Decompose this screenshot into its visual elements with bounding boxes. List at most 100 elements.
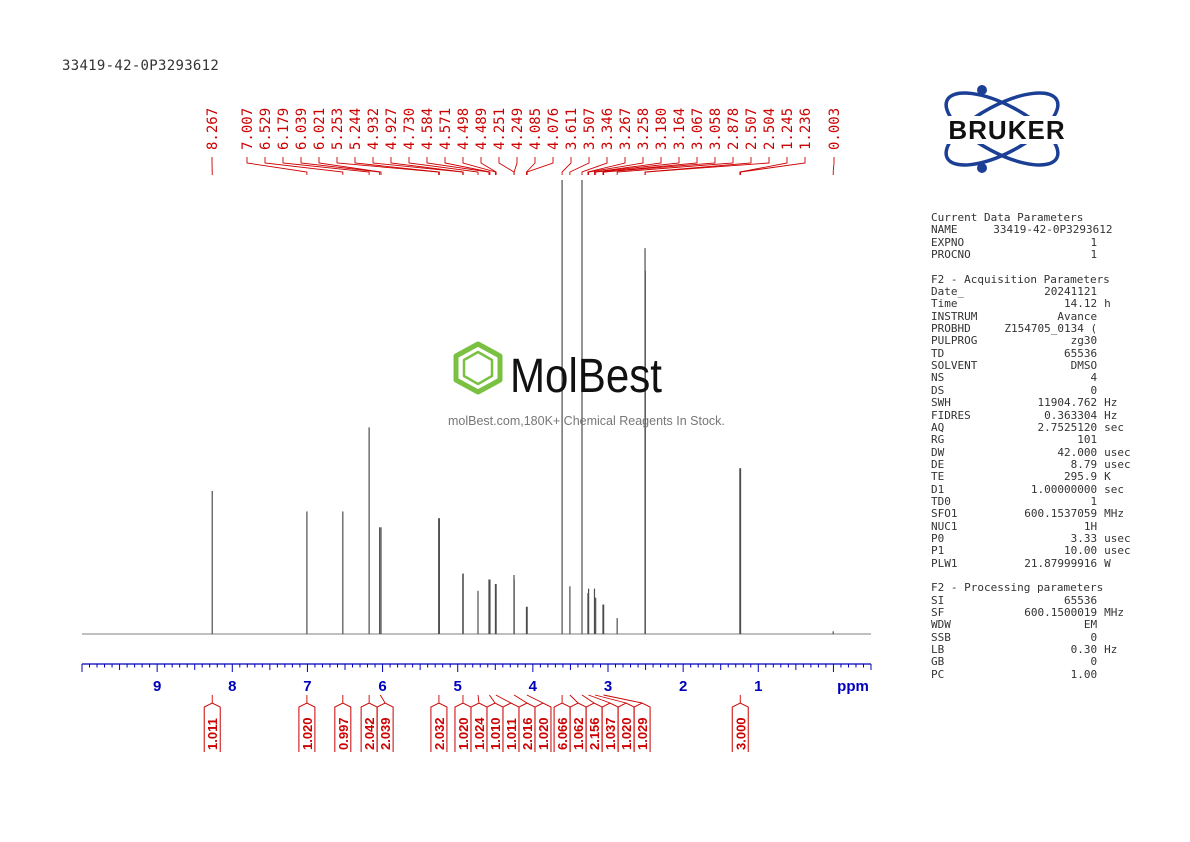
parameter-row: SI 65536	[931, 594, 1143, 607]
parameter-name: Date_	[931, 286, 965, 299]
parameter-row: EXPNO 1	[931, 236, 1143, 249]
integral-value: 0.997	[336, 717, 351, 750]
peak-label: 8.267	[205, 108, 221, 150]
peak-label-leader	[444, 157, 491, 175]
parameter-row: SWH 11904.762 Hz	[931, 396, 1143, 410]
parameter-unit: usec	[1104, 445, 1131, 459]
peak-label-leader	[300, 157, 381, 175]
parameter-value: 33419-42-0P3293612	[993, 223, 1113, 237]
peak-label-leader	[739, 157, 788, 175]
parameter-name: WDW	[931, 619, 951, 632]
peak-label-leader	[282, 157, 370, 175]
parameter-value: 11904.762	[1037, 396, 1098, 410]
parameter-unit: usec	[1104, 531, 1131, 545]
parameter-row: Time 14.12 h	[931, 297, 1143, 311]
parameter-name: P1	[931, 545, 945, 558]
peak-label: 3.346	[600, 108, 616, 150]
peak-label: 4.927	[384, 108, 400, 150]
peak-label-leader	[526, 157, 554, 175]
tick-label: 5	[454, 678, 462, 695]
parameter-block-title: F2 - Processing parameters	[931, 581, 1104, 595]
parameter-unit	[1097, 311, 1143, 323]
ppm-axis: 9 8 7 6 5 4 3 2 1 ppm	[81, 663, 872, 695]
tick-label: 8	[228, 678, 236, 695]
integral-value: 2.042	[362, 717, 377, 750]
parameter-value: 2.7525120	[1037, 420, 1098, 434]
parameter-name: LB	[931, 644, 945, 657]
peak-label: 2.878	[726, 108, 742, 150]
parameter-name: PROCNO	[931, 249, 971, 262]
integral-value: 1.020	[536, 717, 551, 750]
parameter-unit: usec	[1104, 457, 1131, 471]
parameter-unit	[1097, 249, 1143, 261]
peak-label-leader	[513, 157, 518, 175]
peak-label: 3.164	[672, 108, 688, 150]
parameter-unit	[1097, 360, 1143, 372]
peak-label: 3.258	[636, 108, 652, 150]
peak-label: 7.007	[240, 108, 256, 150]
peak-label: 3.507	[582, 108, 598, 150]
parameter-name: EXPNO	[931, 236, 965, 249]
parameter-name: DW	[931, 446, 945, 459]
parameter-value: 0	[1090, 655, 1098, 669]
parameter-row: SOLVENT DMSO	[931, 359, 1143, 372]
peak-label: 6.179	[276, 108, 292, 150]
parameter-row: D1 1.00000000 sec	[931, 483, 1143, 496]
peak-labels: 8.267 7.007 6.529 6.179 6.039 6.021 5.253 5.244…	[205, 108, 843, 175]
peak-label-leader	[740, 157, 806, 175]
peak-label: 3.611	[564, 108, 580, 150]
parameter-block-title: Current Data Parameters	[931, 211, 1084, 224]
peak-label: 3.058	[708, 108, 724, 150]
integral-mark: 1.062	[569, 694, 587, 752]
integral-mark: 1.029	[603, 694, 651, 752]
parameter-value: 0	[1090, 630, 1098, 644]
parameter-unit	[1097, 335, 1143, 347]
tick-label: 6	[378, 678, 386, 695]
parameter-unit: MHz	[1104, 606, 1125, 619]
integral-value: 1.029	[635, 717, 650, 750]
parameter-row: FIDRES 0.363304 Hz	[931, 409, 1143, 422]
parameter-name: RG	[931, 434, 945, 447]
peak-label-leader	[462, 157, 496, 175]
integral-mark: 2.039	[376, 694, 394, 752]
tick-label: 3	[604, 678, 612, 695]
peak-label-leader	[595, 157, 680, 175]
parameter-name: TE	[931, 471, 945, 484]
logo-text: BRUKER	[948, 115, 1065, 145]
parameter-value: 0	[1090, 383, 1098, 397]
parameter-name: NUC1	[931, 520, 958, 533]
parameter-name: PULPROG	[931, 335, 978, 348]
peak-label: 4.571	[438, 108, 454, 150]
parameter-value: 42.000	[1057, 445, 1098, 459]
parameter-row: SFO1 600.1537059 MHz	[931, 507, 1143, 520]
peak-label-leader	[264, 157, 344, 175]
integral-value: 1.024	[472, 717, 487, 750]
watermark-tagline: molBest.com,180K+ Chemical Reagents In S…	[448, 414, 725, 428]
parameter-row: TD 65536	[931, 347, 1143, 360]
peak-label: 4.932	[366, 108, 382, 150]
parameter-value: 295.9	[1064, 470, 1098, 484]
parameter-unit	[1097, 372, 1143, 384]
integral-value: 6.066	[555, 717, 570, 750]
parameter-row: INSTRUM Avance	[931, 310, 1143, 323]
peak-label: 4.249	[510, 108, 526, 150]
peak-label-leader	[561, 157, 572, 175]
peak-label-leader	[581, 157, 608, 175]
parameter-value: 21.87999916	[1024, 556, 1098, 570]
integral-mark: 1.020	[298, 695, 316, 752]
peak-label: 3.180	[654, 108, 670, 150]
parameter-value: 3.33	[1070, 531, 1098, 545]
parameter-unit: h	[1104, 297, 1111, 311]
integral-value: 2.156	[587, 717, 602, 750]
parameter-unit	[1097, 348, 1143, 360]
integral-mark: 2.032	[430, 695, 448, 752]
parameter-name: TD0	[931, 495, 951, 508]
tick-label: 1	[754, 678, 762, 695]
peak-label-leader	[588, 157, 644, 175]
integral-value: 3.000	[733, 717, 748, 750]
parameter-unit	[1097, 434, 1143, 446]
peak-label: 4.584	[420, 108, 436, 150]
peak-label-leader	[832, 157, 835, 175]
peak-label-leader	[616, 157, 734, 175]
peak-label-leader	[603, 157, 716, 175]
